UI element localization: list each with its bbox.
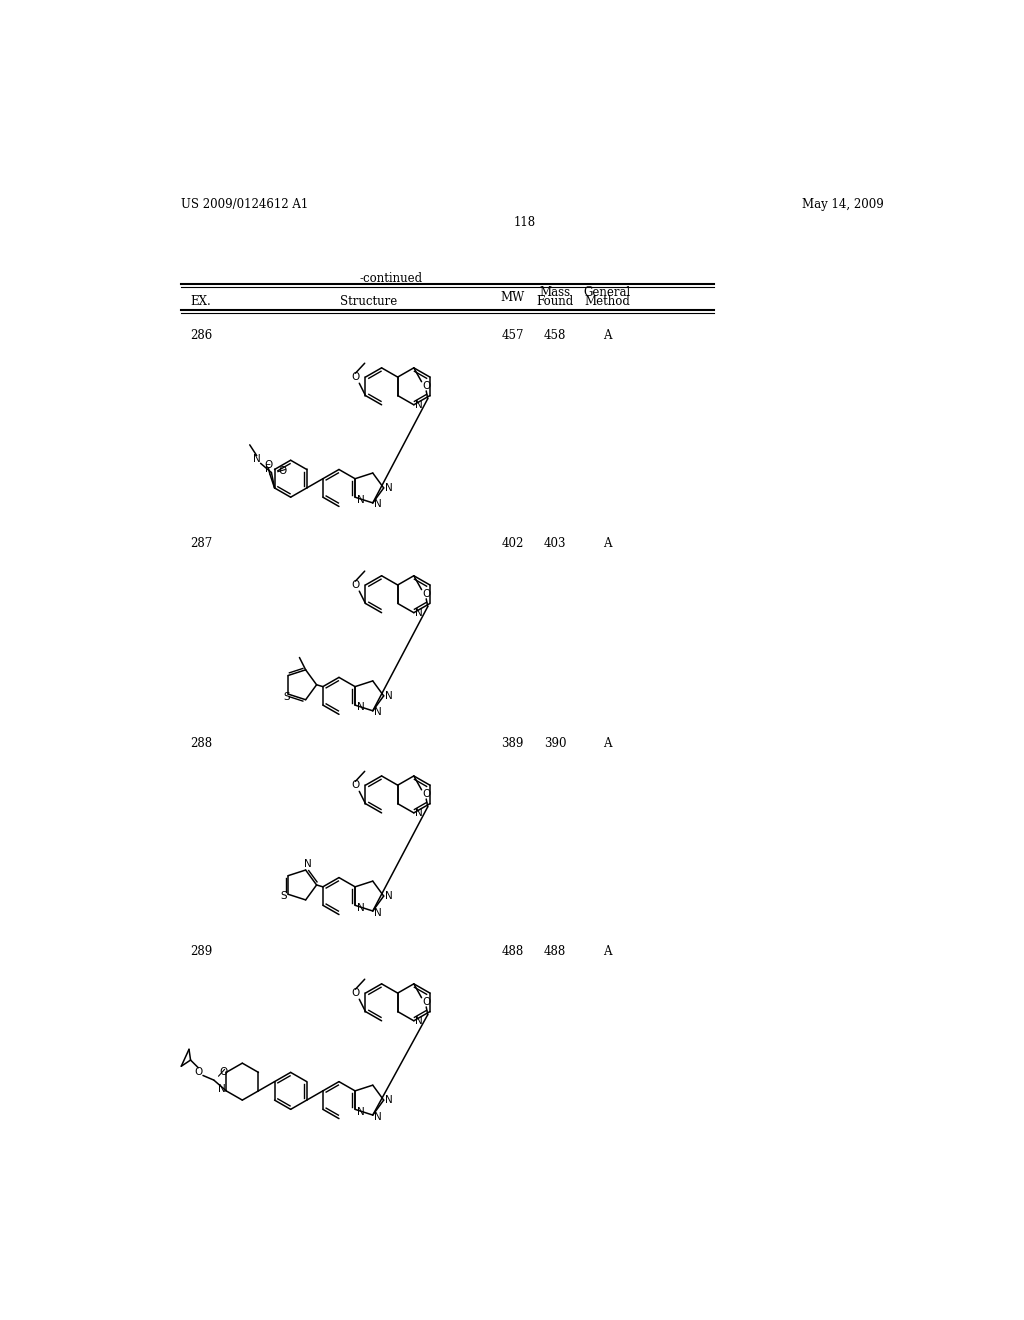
Text: O: O	[422, 998, 430, 1007]
Text: N: N	[416, 1016, 423, 1026]
Text: O: O	[351, 579, 359, 590]
Text: MW: MW	[501, 290, 524, 304]
Text: 289: 289	[190, 945, 212, 958]
Text: 288: 288	[190, 738, 212, 751]
Text: O: O	[422, 589, 430, 599]
Text: O: O	[351, 372, 359, 381]
Text: General: General	[584, 286, 631, 300]
Text: N: N	[374, 708, 381, 717]
Text: 488: 488	[544, 945, 566, 958]
Text: N: N	[253, 454, 260, 465]
Text: Mass: Mass	[540, 286, 570, 300]
Text: N: N	[218, 1084, 225, 1094]
Text: O: O	[351, 989, 359, 998]
Text: N: N	[356, 495, 365, 504]
Text: A: A	[603, 330, 611, 342]
Text: N: N	[374, 499, 381, 510]
Text: 458: 458	[544, 330, 566, 342]
Text: Structure: Structure	[340, 296, 397, 309]
Text: A: A	[603, 945, 611, 958]
Text: O: O	[279, 466, 287, 477]
Text: S: S	[283, 692, 290, 702]
Text: N: N	[356, 903, 365, 912]
Text: S: S	[280, 891, 287, 900]
Text: 402: 402	[501, 537, 523, 550]
Text: 488: 488	[502, 945, 523, 958]
Text: -continued: -continued	[360, 272, 423, 285]
Text: N: N	[385, 690, 393, 701]
Text: A: A	[603, 537, 611, 550]
Text: O: O	[422, 381, 430, 391]
Text: 118: 118	[514, 216, 536, 230]
Text: N: N	[385, 891, 393, 902]
Text: O: O	[422, 789, 430, 800]
Text: US 2009/0124612 A1: US 2009/0124612 A1	[180, 198, 308, 211]
Text: 286: 286	[190, 330, 212, 342]
Text: 457: 457	[501, 330, 523, 342]
Text: N: N	[416, 607, 423, 618]
Text: Found: Found	[537, 294, 573, 308]
Text: F: F	[265, 465, 271, 474]
Text: O: O	[351, 780, 359, 791]
Text: Method: Method	[584, 294, 630, 308]
Text: N: N	[356, 702, 365, 713]
Text: N: N	[416, 400, 423, 409]
Text: O: O	[195, 1068, 203, 1077]
Text: EX.: EX.	[190, 296, 211, 309]
Text: N: N	[374, 908, 381, 917]
Text: N: N	[385, 483, 393, 492]
Text: A: A	[603, 738, 611, 751]
Text: N: N	[385, 1096, 393, 1105]
Text: N: N	[356, 1106, 365, 1117]
Text: N: N	[416, 808, 423, 818]
Text: May 14, 2009: May 14, 2009	[802, 198, 884, 211]
Text: N: N	[304, 859, 312, 869]
Text: 389: 389	[501, 738, 523, 751]
Text: N: N	[374, 1111, 381, 1122]
Text: 287: 287	[190, 537, 212, 550]
Text: 390: 390	[544, 738, 566, 751]
Text: 403: 403	[544, 537, 566, 550]
Text: O: O	[219, 1068, 227, 1077]
Text: O: O	[264, 459, 272, 470]
